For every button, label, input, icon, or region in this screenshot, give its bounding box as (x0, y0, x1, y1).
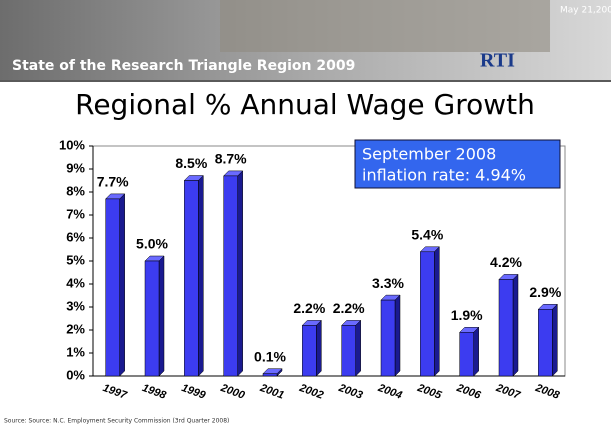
bar-front (184, 181, 198, 377)
x-tick-label: 2001 (258, 382, 286, 402)
bar-front (302, 325, 316, 376)
bar (302, 320, 321, 376)
x-tick-label: 2004 (376, 382, 404, 402)
value-label: 3.3% (372, 275, 404, 291)
bar-side (120, 194, 125, 376)
header-rule (0, 80, 611, 82)
slide: State of the Research Triangle Region 20… (0, 0, 611, 427)
y-tick-label: 8% (66, 183, 85, 198)
source: Source: Source: N.C. Employment Security… (4, 418, 229, 425)
bar-front (342, 325, 356, 376)
bar-front (499, 279, 513, 376)
bar (460, 327, 479, 376)
bar-side (159, 256, 164, 376)
value-label: 7.7% (97, 174, 129, 190)
value-label: 8.7% (215, 151, 247, 167)
bar-side (356, 320, 361, 376)
y-tick-label: 5% (66, 252, 85, 267)
bar-side (552, 304, 557, 376)
x-tick-label: 1998 (140, 382, 168, 402)
bar (145, 256, 164, 376)
bar (538, 304, 557, 376)
x-tick-label: 2005 (415, 382, 444, 402)
x-tick-label: 2006 (454, 382, 483, 402)
value-label: 1.9% (451, 307, 483, 323)
bar-front (145, 261, 159, 376)
y-tick-label: 1% (66, 344, 85, 359)
value-label: 5.4% (411, 227, 443, 243)
bar-front (106, 199, 120, 376)
logo: RTI (480, 50, 515, 72)
bar-front (263, 374, 277, 376)
bar (342, 320, 361, 376)
bar (381, 295, 400, 376)
annotation-line: September 2008 (362, 145, 496, 164)
y-tick-label: 9% (66, 160, 85, 175)
bar-side (513, 274, 518, 376)
bar-front (420, 252, 434, 376)
bar (420, 247, 439, 376)
y-tick-label: 2% (66, 321, 85, 336)
chart-title: Regional % Annual Wage Growth (75, 88, 535, 121)
x-tick-label: 2003 (336, 382, 364, 402)
bar-front (538, 309, 552, 376)
annotation-line: inflation rate: 4.94% (362, 166, 526, 185)
header-text: State of the Research Triangle Region 20… (12, 58, 355, 74)
bar-side (474, 327, 479, 376)
value-label: 0.1% (254, 348, 286, 364)
bar (499, 274, 518, 376)
x-tick-label: 2008 (533, 382, 562, 402)
x-tick-label: 2007 (494, 382, 523, 402)
y-tick-label: 10% (59, 137, 85, 152)
bar (106, 194, 125, 376)
y-tick-label: 7% (66, 206, 85, 221)
y-tick-label: 4% (66, 275, 85, 290)
bar-side (434, 247, 439, 376)
bar-side (316, 320, 321, 376)
value-label: 2.2% (333, 300, 365, 316)
x-tick-label: 2000 (218, 382, 247, 402)
bar-side (238, 171, 243, 376)
x-tick-label: 1997 (101, 382, 129, 402)
value-label: 5.0% (136, 236, 168, 252)
value-label: 2.9% (529, 284, 561, 300)
header-date: May 21,2009 (560, 6, 611, 16)
y-tick-label: 3% (66, 298, 85, 313)
bar-front (381, 300, 395, 376)
value-label: 2.2% (293, 300, 325, 316)
y-tick-label: 0% (66, 367, 85, 382)
bar-side (198, 176, 203, 377)
bar (224, 171, 243, 376)
bar (184, 176, 203, 377)
value-label: 8.5% (175, 155, 207, 171)
value-label: 4.2% (490, 254, 522, 270)
bar-front (224, 176, 238, 376)
x-tick-label: 2002 (297, 382, 325, 402)
x-tick-label: 1999 (180, 382, 208, 402)
y-tick-label: 6% (66, 229, 85, 244)
header-photos (220, 0, 550, 52)
bar-front (460, 332, 474, 376)
bar-side (395, 295, 400, 376)
